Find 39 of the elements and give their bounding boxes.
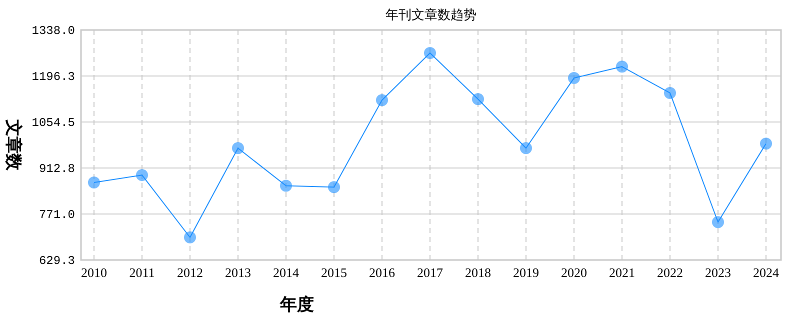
x-tick-label: 2019 xyxy=(513,265,539,280)
x-tick-label: 2012 xyxy=(177,265,203,280)
point xyxy=(712,216,724,228)
chart-title: 年刊文章数趋势 xyxy=(386,7,476,22)
point xyxy=(472,93,484,106)
x-tick-label: 2011 xyxy=(129,265,155,280)
x-tick-label: 2023 xyxy=(705,265,731,280)
y-tick-label: 771.0 xyxy=(38,208,75,222)
x-tick-label: 2018 xyxy=(465,265,491,280)
y-tick-label: 912.8 xyxy=(38,162,75,176)
point xyxy=(184,231,196,244)
point xyxy=(376,94,388,106)
x-tick-label: 2010 xyxy=(81,265,107,280)
y-tick-label: 1338.0 xyxy=(32,24,75,38)
x-tick-label: 2013 xyxy=(225,265,251,280)
y-tick-label: 1196.3 xyxy=(32,70,75,84)
point xyxy=(328,181,340,194)
point xyxy=(520,142,532,154)
x-tick-label: 2020 xyxy=(561,265,587,280)
point xyxy=(568,72,580,84)
point xyxy=(424,47,436,60)
y-tick-label: 1054.5 xyxy=(32,116,75,130)
x-tick-label: 2016 xyxy=(369,265,396,280)
point xyxy=(760,138,772,150)
x-tick-label: 2024 xyxy=(753,265,780,280)
x-tick-label: 2015 xyxy=(321,265,347,280)
point xyxy=(232,142,244,154)
x-tick-label: 2021 xyxy=(609,265,635,280)
point xyxy=(88,176,100,189)
x-tick-label: 2014 xyxy=(273,265,300,280)
y-tick-label: 629.3 xyxy=(38,254,75,268)
point xyxy=(664,86,676,99)
point xyxy=(616,60,628,73)
point xyxy=(136,169,148,182)
point xyxy=(280,180,292,192)
x-axis-title: 年度 xyxy=(279,295,314,314)
x-tick-label: 2017 xyxy=(417,265,444,280)
y-axis-title: 文章数 xyxy=(4,118,23,172)
x-tick-label: 2022 xyxy=(657,265,683,280)
